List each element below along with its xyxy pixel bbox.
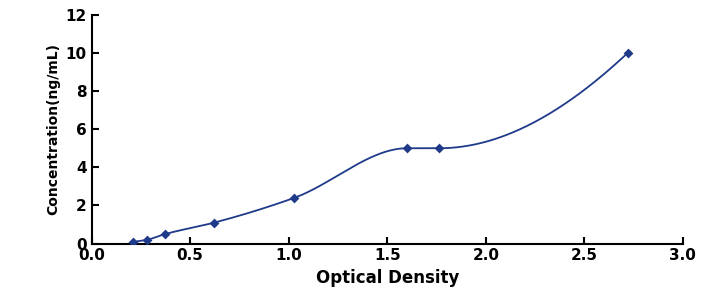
Point [127,239,139,244]
Point [160,232,171,236]
Point [434,146,445,151]
Point [208,220,220,225]
Point [289,195,300,200]
Point [401,146,413,151]
Point [622,50,634,55]
Y-axis label: Concentration(ng/mL): Concentration(ng/mL) [46,43,60,215]
X-axis label: Optical Density: Optical Density [315,269,459,287]
Point [142,237,153,242]
